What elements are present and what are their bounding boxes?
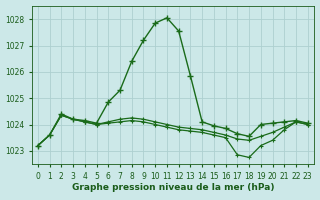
X-axis label: Graphe pression niveau de la mer (hPa): Graphe pression niveau de la mer (hPa) [72,183,274,192]
